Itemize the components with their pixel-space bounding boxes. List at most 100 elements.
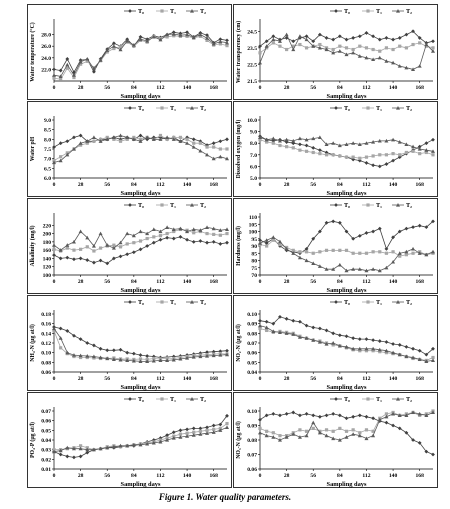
line-chart: 0.06 0.08 0.10 0.12 0.14 0.16 0.18 0 28 56 84 112 14… <box>29 299 229 391</box>
legend-label: T₂ <box>200 8 206 15</box>
data-point <box>337 343 342 348</box>
data-point <box>404 46 408 50</box>
data-point <box>357 158 362 163</box>
data-point <box>364 55 369 60</box>
data-point <box>338 154 342 158</box>
data-point <box>65 57 70 61</box>
data-point <box>78 59 83 64</box>
data-point <box>397 413 402 417</box>
data-point <box>211 41 216 46</box>
data-point <box>172 229 176 234</box>
data-point <box>258 60 262 65</box>
data-point <box>358 431 362 435</box>
data-point <box>351 428 355 432</box>
data-point <box>145 137 150 142</box>
data-point <box>317 45 322 50</box>
data-point <box>311 325 316 330</box>
data-point <box>178 33 183 37</box>
data-point <box>384 247 389 251</box>
data-point <box>424 150 428 155</box>
data-point <box>334 397 338 401</box>
data-point <box>304 34 309 39</box>
data-point <box>91 354 96 359</box>
data-point <box>357 34 362 39</box>
data-point <box>198 34 202 38</box>
data-point <box>351 236 356 241</box>
data-point <box>371 250 375 254</box>
data-point <box>377 226 382 231</box>
y-tick-label: 0.09 <box>247 424 257 430</box>
data-point <box>391 152 395 156</box>
data-point <box>271 329 276 333</box>
x-tick-label: 0 <box>53 279 56 285</box>
data-point <box>218 242 223 246</box>
y-tick-label: 0.05 <box>41 428 51 434</box>
y-tick-label: 75 <box>251 266 257 272</box>
data-point <box>218 154 223 159</box>
y-tick-label: 0.06 <box>247 467 257 473</box>
data-point <box>344 429 349 433</box>
data-point <box>258 430 262 435</box>
data-point <box>125 137 129 141</box>
data-point <box>344 248 349 252</box>
data-point <box>225 348 229 353</box>
data-point <box>431 358 435 362</box>
legend-label: T₂ <box>406 202 412 209</box>
data-point <box>304 336 309 340</box>
data-point <box>205 33 209 38</box>
data-point <box>397 251 402 255</box>
legend-label: T₀ <box>138 396 144 403</box>
data-point <box>411 355 416 360</box>
data-point <box>424 413 429 417</box>
data-point <box>178 139 183 143</box>
data-point <box>424 352 429 357</box>
data-point <box>151 137 156 141</box>
data-point <box>304 37 309 42</box>
legend-label: T₀ <box>138 8 144 15</box>
data-point <box>91 135 96 139</box>
data-point <box>324 413 329 418</box>
data-point <box>218 42 222 46</box>
data-point <box>225 421 229 426</box>
data-point <box>265 328 269 333</box>
x-tick-label: 0 <box>259 182 262 188</box>
data-point <box>72 135 76 140</box>
data-point <box>138 442 143 447</box>
data-point <box>371 267 376 271</box>
legend-label: T₀ <box>344 396 350 403</box>
data-point <box>160 300 164 304</box>
data-point <box>138 359 143 363</box>
data-point <box>264 137 269 142</box>
data-point <box>79 355 83 360</box>
data-point <box>417 251 422 255</box>
data-point <box>291 248 295 252</box>
y-tick-label: 8.5 <box>44 128 51 134</box>
legend-label: T₁ <box>376 299 382 306</box>
x-tick-label: 84 <box>131 279 137 285</box>
data-point <box>185 141 190 145</box>
data-point <box>145 354 150 358</box>
y-tick-label: 0.06 <box>247 351 257 357</box>
data-point <box>65 329 70 333</box>
line-chart: 0.06 0.07 0.08 0.09 0.10 0 28 56 84 112 140 168 Samp… <box>235 396 435 488</box>
x-tick-label: 112 <box>362 376 370 382</box>
data-point <box>278 434 282 438</box>
data-point <box>125 242 129 246</box>
y-tick-label: 85 <box>251 251 257 257</box>
data-point <box>366 9 370 13</box>
data-point <box>185 30 189 35</box>
data-point <box>431 46 435 50</box>
data-point <box>205 36 210 40</box>
data-point <box>192 430 196 434</box>
data-point <box>331 141 336 145</box>
data-point <box>338 44 342 48</box>
data-point <box>291 44 295 48</box>
x-tick-label: 140 <box>183 473 192 479</box>
data-point <box>364 428 369 432</box>
x-tick-label: 112 <box>156 279 164 285</box>
data-point <box>185 229 190 234</box>
data-point <box>264 39 269 44</box>
data-point <box>291 138 296 143</box>
x-axis-label: Sampling days <box>327 481 367 488</box>
data-point <box>191 227 196 232</box>
